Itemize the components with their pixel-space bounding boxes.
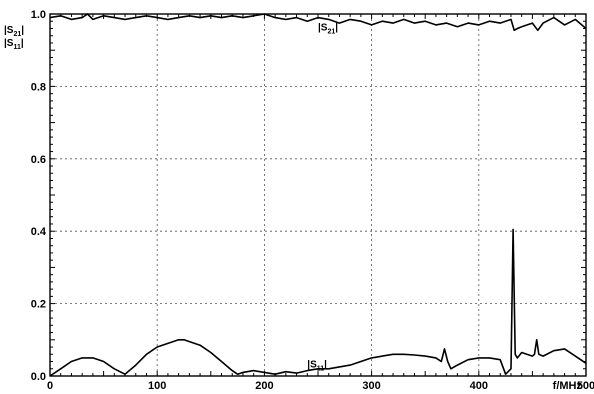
x-tick-label: 300 — [362, 380, 380, 392]
y-tick-label: 0.8 — [31, 81, 46, 93]
y-label-line: |S21| — [4, 25, 24, 38]
y-axis-label: |S21||S11| — [4, 25, 24, 51]
x-tick-label: 200 — [255, 380, 273, 392]
series-s21-line — [49, 13, 587, 32]
y-tick-label: 0.0 — [31, 371, 46, 383]
annotation-s21: |S21| — [318, 23, 338, 36]
y-tick-label: 0.6 — [31, 154, 46, 166]
series-lines — [49, 13, 587, 377]
annotation-s11: |S11| — [307, 359, 327, 372]
x-tick-label: 100 — [148, 380, 166, 392]
x-axis-label: f/MHz — [553, 380, 583, 392]
series-s11-line — [49, 228, 587, 377]
x-tick-label: 500 — [577, 380, 594, 392]
gridlines — [50, 14, 586, 376]
y-tick-label: 0.2 — [31, 299, 46, 311]
x-tick-label: 0 — [47, 380, 53, 392]
tick-labels: 0 100 200 300 400 500 0.0 0.2 0.4 0.6 0.8 1.0 — [31, 9, 594, 392]
y-tick-label: 0.4 — [31, 226, 47, 238]
plot-frame — [49, 13, 587, 377]
x-tick-label: 400 — [470, 380, 488, 392]
series-annotations: |S21| |S11| — [307, 23, 338, 373]
y-tick-label: 1.0 — [31, 9, 46, 21]
y-label-line: |S11| — [4, 38, 24, 51]
tick-marks — [50, 14, 586, 376]
